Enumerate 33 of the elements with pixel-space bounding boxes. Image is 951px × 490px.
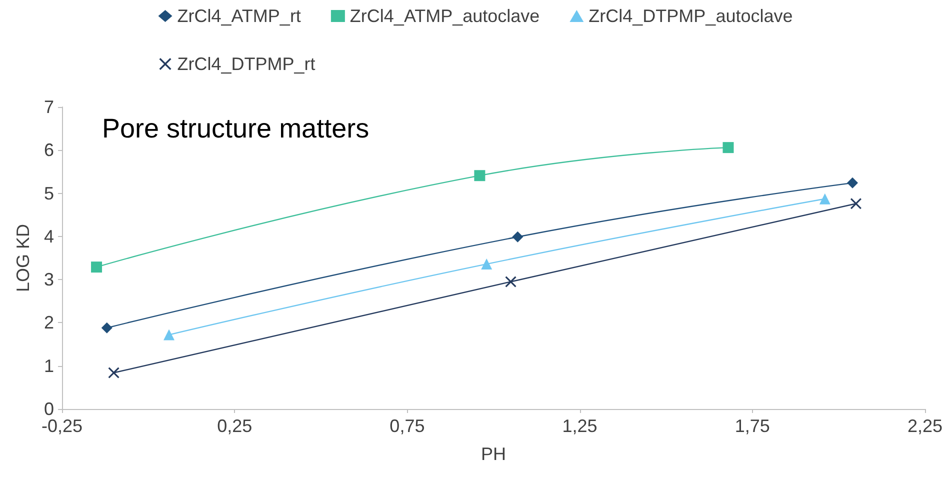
- y-tick-label: 3: [44, 270, 54, 290]
- x-tick-label: -0,25: [41, 416, 83, 436]
- x-tick-label: 0,75: [390, 416, 425, 436]
- point: [101, 322, 112, 334]
- legend-label: ZrCl4_ATMP_autoclave: [350, 6, 540, 26]
- point: [722, 142, 734, 154]
- point: [850, 198, 862, 210]
- point: [819, 193, 830, 204]
- point: [91, 262, 102, 273]
- point: [164, 329, 175, 340]
- y-tick-label: 2: [44, 312, 54, 333]
- y-tick-label: 0: [44, 399, 54, 419]
- x-axis-title: PH: [480, 444, 506, 464]
- point: [108, 367, 120, 378]
- y-tick-label: 1: [44, 356, 54, 376]
- y-tick-label: 5: [44, 183, 54, 204]
- annotation: Pore structure matters: [102, 114, 370, 144]
- point: [512, 231, 524, 242]
- y-tick-label: 4: [44, 226, 54, 246]
- point: [847, 177, 858, 188]
- x-tick-label: 2,25: [907, 416, 943, 436]
- point: [474, 170, 486, 182]
- x-tick-label: 1,75: [734, 416, 770, 436]
- point: [505, 276, 516, 288]
- legend-label: ZrCl4_DTPMP_autoclave: [588, 6, 793, 26]
- y-tick-label: 7: [44, 97, 54, 117]
- y-axis-title: LOG KD: [13, 224, 33, 292]
- legend-label: ZrCl4_ATMP_rt: [177, 6, 301, 26]
- legend-label: ZrCl4_DTPMP_rt: [177, 54, 316, 74]
- point: [481, 258, 492, 270]
- y-tick-label: 6: [44, 140, 54, 160]
- x-tick-label: 0,25: [217, 416, 252, 436]
- x-tick-label: 1,25: [562, 416, 598, 436]
